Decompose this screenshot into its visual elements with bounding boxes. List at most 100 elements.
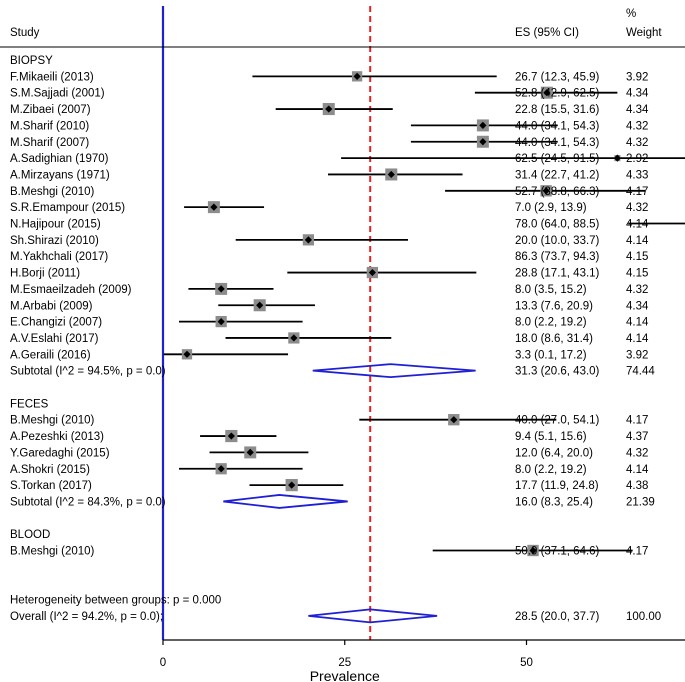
study-point-estimate bbox=[227, 432, 235, 440]
study-es-ci: 12.0 (6.4, 20.0) bbox=[515, 447, 593, 459]
subtotal-diamond bbox=[223, 494, 348, 509]
study-weight: 4.33 bbox=[626, 169, 648, 181]
study-point-estimate bbox=[217, 465, 225, 473]
group-label: BLOOD bbox=[10, 529, 50, 541]
study-label: S.Torkan (2017) bbox=[10, 480, 92, 492]
study-weight: 2.92 bbox=[626, 153, 648, 165]
study-point-estimate bbox=[246, 448, 254, 456]
study-point-estimate bbox=[479, 121, 487, 129]
study-point-estimate bbox=[387, 170, 395, 179]
overall-weight: 100.00 bbox=[626, 611, 661, 623]
study-point-estimate bbox=[256, 301, 264, 309]
study-es-ci: 3.3 (0.1, 17.2) bbox=[515, 349, 587, 361]
study-label: A.V.Eslahi (2017) bbox=[10, 333, 99, 345]
subtotal-es-ci: 31.3 (20.6, 43.0) bbox=[515, 366, 600, 378]
study-es-ci: 62.5 (24.5, 91.5) bbox=[515, 153, 600, 165]
x-tick-label: 0 bbox=[160, 657, 166, 669]
study-point-estimate bbox=[290, 334, 298, 342]
study-label: M.Zibaei (2007) bbox=[10, 104, 91, 116]
study-es-ci: 52.7 (38.8, 66.3) bbox=[515, 186, 600, 198]
study-point-estimate bbox=[543, 89, 551, 97]
study-weight: 4.14 bbox=[626, 464, 649, 476]
subtotal-es-ci: 16.0 (8.3, 25.4) bbox=[515, 496, 593, 508]
study-point-estimate bbox=[353, 72, 361, 80]
study-label: M.Sharif (2007) bbox=[10, 137, 89, 149]
study-es-ci: 31.4 (22.7, 41.2) bbox=[515, 169, 600, 181]
x-tick-label: 50 bbox=[520, 657, 533, 669]
study-es-ci: 7.0 (2.9, 13.9) bbox=[515, 202, 587, 214]
study-label: M.Arbabi (2009) bbox=[10, 300, 93, 312]
study-label: B.Meshgi (2010) bbox=[10, 186, 95, 198]
study-point-estimate bbox=[450, 416, 458, 424]
study-label: M.Sharif (2010) bbox=[10, 120, 89, 132]
study-point-estimate bbox=[479, 138, 487, 146]
study-es-ci: 20.0 (10.0, 33.7) bbox=[515, 235, 600, 247]
study-es-ci: 13.3 (7.6, 20.9) bbox=[515, 300, 593, 312]
overall-diamond bbox=[308, 608, 438, 624]
study-label: B.Meshgi (2010) bbox=[10, 415, 95, 427]
study-label: M.Yakhchali (2017) bbox=[10, 251, 108, 263]
study-point-estimate bbox=[542, 187, 550, 195]
header-weight: Weight bbox=[626, 27, 662, 39]
study-es-ci: 8.0 (3.5, 15.2) bbox=[515, 284, 587, 296]
header-study: Study bbox=[10, 27, 40, 39]
group-label: FECES bbox=[10, 398, 49, 410]
study-weight: 4.32 bbox=[626, 284, 648, 296]
study-weight: 4.38 bbox=[626, 480, 648, 492]
heterogeneity-note: Heterogeneity between groups: p = 0.000 bbox=[10, 595, 221, 607]
study-label: N.Hajipour (2015) bbox=[10, 219, 101, 231]
study-weight: 3.92 bbox=[626, 349, 648, 361]
header-weight-percent: % bbox=[626, 8, 636, 20]
study-weight: 4.37 bbox=[626, 431, 648, 443]
study-weight: 4.15 bbox=[626, 268, 648, 280]
study-label: B.Meshgi (2010) bbox=[10, 546, 95, 558]
study-weight: 4.14 bbox=[626, 333, 649, 345]
subtotal-label: Subtotal (I^2 = 94.5%, p = 0.0) bbox=[10, 366, 166, 378]
study-label: Y.Garedaghi (2015) bbox=[10, 447, 110, 459]
study-point-estimate bbox=[217, 318, 225, 326]
study-es-ci: 44.0 (34.1, 54.3) bbox=[515, 137, 600, 149]
subtotal-weight: 21.39 bbox=[626, 496, 655, 508]
study-label: A.Pezeshki (2013) bbox=[10, 431, 104, 443]
study-es-ci: 17.7 (11.9, 24.8) bbox=[515, 480, 599, 492]
subtotal-weight: 74.44 bbox=[626, 366, 655, 378]
study-point-estimate bbox=[613, 154, 621, 162]
study-weight: 4.15 bbox=[626, 251, 648, 263]
study-weight: 4.14 bbox=[626, 219, 649, 231]
study-label: A.Mirzayans (1971) bbox=[10, 169, 110, 181]
study-point-estimate bbox=[217, 285, 225, 293]
header-es: ES (95% CI) bbox=[515, 27, 579, 39]
study-point-estimate bbox=[288, 481, 296, 489]
study-weight: 4.17 bbox=[626, 415, 648, 427]
group-label: BIOPSY bbox=[10, 55, 53, 67]
study-label: A.Geraili (2016) bbox=[10, 349, 91, 361]
study-point-estimate bbox=[325, 105, 333, 113]
study-es-ci: 18.0 (8.6, 31.4) bbox=[515, 333, 593, 345]
study-weight: 4.17 bbox=[626, 546, 648, 558]
study-point-estimate bbox=[210, 203, 218, 211]
overall-label: Overall (I^2 = 94.2%, p = 0.0); bbox=[10, 611, 163, 623]
study-label: E.Changizi (2007) bbox=[10, 317, 102, 329]
study-weight: 3.92 bbox=[626, 71, 648, 83]
study-label: H.Borji (2011) bbox=[10, 268, 80, 280]
study-label: S.M.Sajjadi (2001) bbox=[10, 88, 105, 100]
study-es-ci: 44.0 (34.1, 54.3) bbox=[515, 120, 600, 132]
study-label: M.Esmaeilzadeh (2009) bbox=[10, 284, 132, 296]
study-weight: 4.14 bbox=[626, 235, 649, 247]
study-label: Sh.Shirazi (2010) bbox=[10, 235, 99, 247]
subtotal-diamond bbox=[312, 363, 476, 379]
study-weight: 4.34 bbox=[626, 104, 649, 116]
study-es-ci: 9.4 (5.1, 15.6) bbox=[515, 431, 587, 443]
study-point-estimate bbox=[368, 268, 376, 277]
x-axis-label: Prevalence bbox=[310, 668, 380, 682]
x-tick-label: 25 bbox=[338, 657, 351, 669]
study-weight: 4.17 bbox=[626, 186, 648, 198]
study-weight: 4.32 bbox=[626, 202, 648, 214]
study-label: A.Shokri (2015) bbox=[10, 464, 90, 476]
study-es-ci: 28.8 (17.1, 43.1) bbox=[515, 268, 600, 280]
study-es-ci: 26.7 (12.3, 45.9) bbox=[515, 71, 600, 83]
study-point-estimate bbox=[183, 350, 191, 358]
study-weight: 4.34 bbox=[626, 300, 649, 312]
study-weight: 4.32 bbox=[626, 447, 648, 459]
